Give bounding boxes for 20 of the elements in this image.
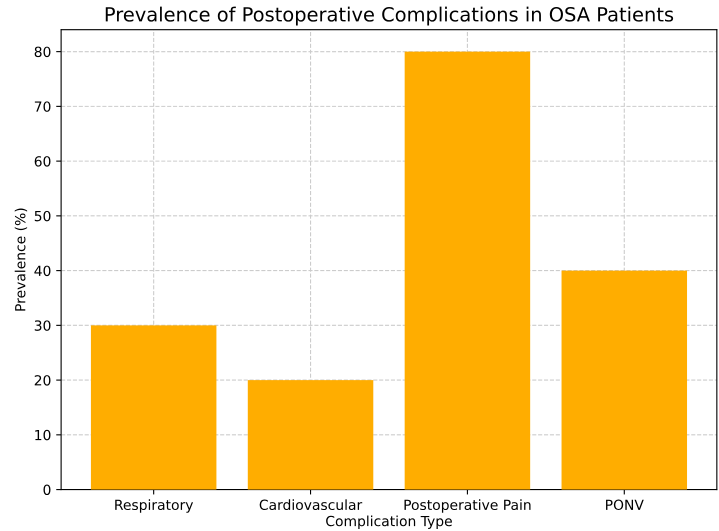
x-tick-label: Respiratory xyxy=(115,499,194,513)
bar xyxy=(562,270,688,490)
x-tick-label: Cardiovascular xyxy=(260,499,362,510)
x-tick-label: Postoperative Pain xyxy=(404,499,531,513)
bar xyxy=(404,52,530,490)
y-tick-label: 20 xyxy=(34,375,50,386)
y-tick-label: 0 xyxy=(43,484,50,496)
y-tick-label: 70 xyxy=(34,101,50,112)
y-tick-label: 50 xyxy=(34,210,50,222)
y-tick-label: 30 xyxy=(34,320,50,331)
bar xyxy=(248,380,374,490)
y-tick-label: 80 xyxy=(34,46,50,58)
y-tick-label: 60 xyxy=(34,156,50,167)
x-tick-label: PONV xyxy=(606,500,644,510)
chart-title: Prevalence of Postoperative Complications in OSA Patients xyxy=(106,6,674,26)
y-axis-title: Prevalence (%) xyxy=(14,208,28,311)
bar xyxy=(90,325,216,490)
y-tick-label: 10 xyxy=(35,430,50,440)
x-axis-title: Complication Type xyxy=(326,516,452,529)
y-tick-label: 40 xyxy=(34,266,50,276)
